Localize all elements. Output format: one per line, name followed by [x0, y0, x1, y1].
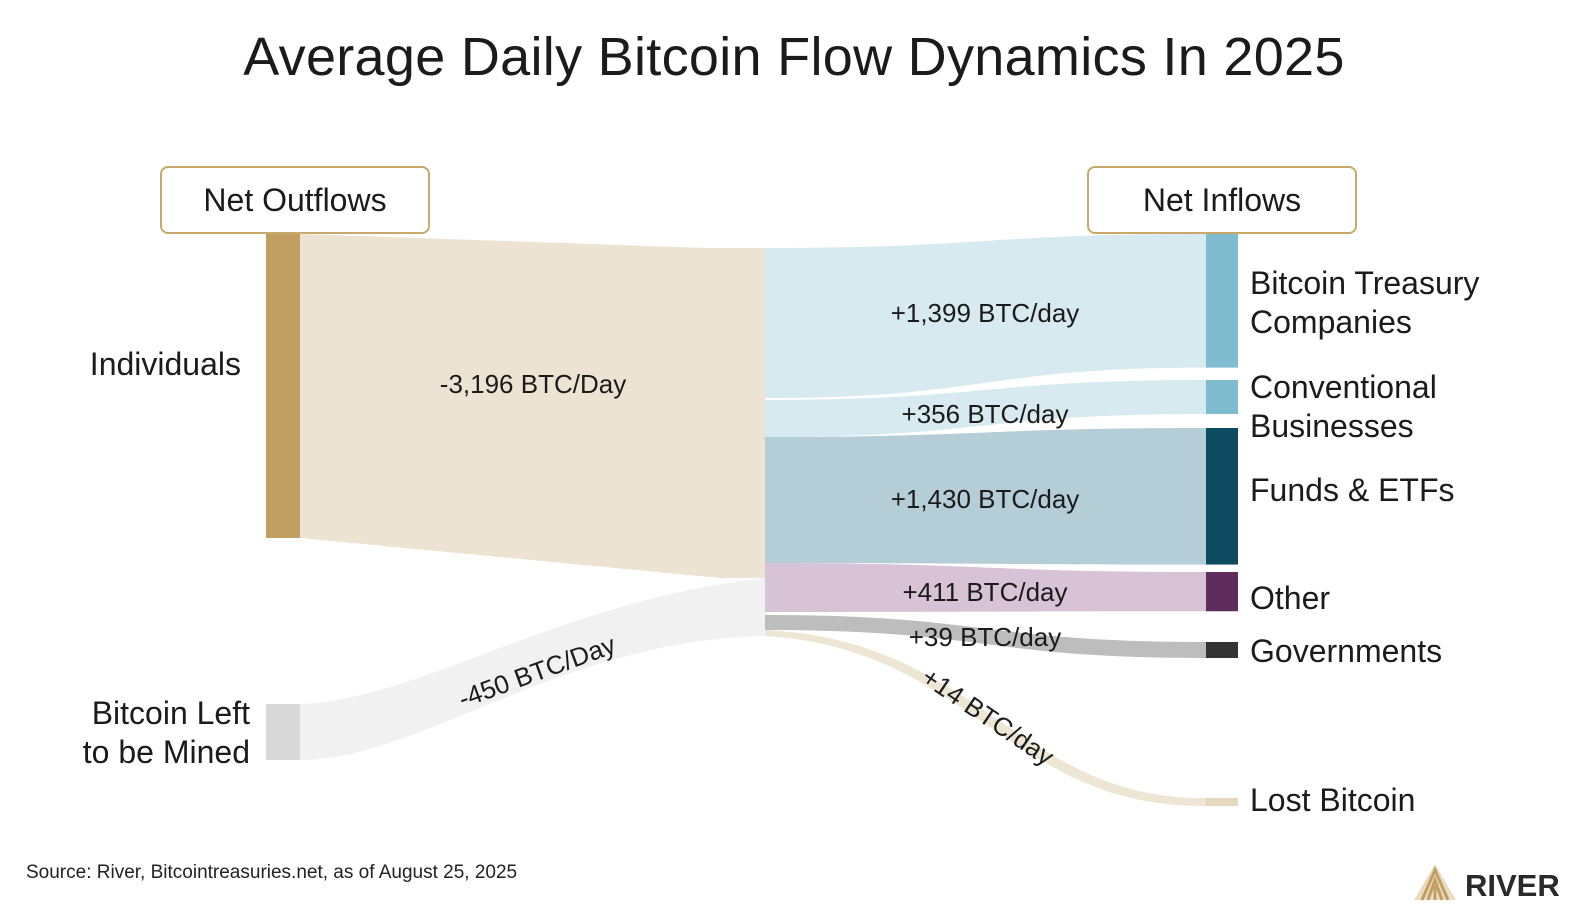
node-label-funds: Funds & ETFs	[1250, 472, 1455, 508]
node-label-lost-line: Lost Bitcoin	[1250, 782, 1415, 818]
node-label-other: Other	[1250, 580, 1330, 616]
river-logo: RIVER	[1414, 864, 1560, 903]
node-label-treasury-line: Companies	[1250, 304, 1412, 340]
flow-label-other: +411 BTC/day	[902, 577, 1067, 607]
individuals-flow-band	[300, 234, 765, 578]
node-label-lost: Lost Bitcoin	[1250, 782, 1415, 818]
node-label-individuals-line: Individuals	[90, 346, 241, 382]
chart-title: Average Daily Bitcoin Flow Dynamics In 2…	[243, 27, 1345, 87]
node-bar-funds	[1206, 428, 1238, 565]
source-note: Source: River, Bitcointreasuries.net, as…	[26, 862, 518, 883]
flow-label-funds: +1,430 BTC/day	[891, 484, 1080, 514]
node-label-individuals: Individuals	[90, 346, 241, 382]
node-bar-mined	[266, 704, 300, 760]
node-label-conventional-line: Businesses	[1250, 408, 1414, 444]
node-label-mined: Bitcoin Left to be Mined	[83, 695, 250, 770]
node-label-funds-line: Funds & ETFs	[1250, 472, 1455, 508]
node-label-conventional-line: Conventional	[1250, 369, 1437, 405]
node-label-conventional: Conventional Businesses	[1250, 369, 1437, 444]
node-label-governments: Governments	[1250, 633, 1442, 669]
node-bar-other	[1206, 572, 1238, 612]
mined-flow-band	[300, 578, 765, 760]
node-bar-treasury	[1206, 234, 1238, 368]
node-label-mined-line: to be Mined	[83, 734, 250, 770]
flow-band-funds	[765, 428, 1206, 565]
net-inflows-header: Net Inflows	[1087, 166, 1357, 234]
node-bar-conventional	[1206, 380, 1238, 414]
node-label-mined-line: Bitcoin Left	[92, 695, 250, 731]
node-bar-individuals	[266, 234, 300, 538]
river-mountain-icon	[1414, 864, 1456, 901]
flow-label-lost: +14 BTC/day	[916, 661, 1059, 771]
flow-label-conventional: +356 BTC/day	[902, 399, 1069, 429]
river-wordmark: RIVER	[1465, 868, 1560, 903]
node-label-treasury: Bitcoin Treasury Companies	[1250, 265, 1479, 340]
flow-band-lost	[765, 630, 1206, 807]
node-label-governments-line: Governments	[1250, 633, 1442, 669]
flow-band-governments	[765, 615, 1206, 658]
node-bar-governments	[1206, 642, 1238, 658]
node-label-other-line: Other	[1250, 580, 1330, 616]
flow-band-conventional	[765, 380, 1206, 437]
flow-label-treasury: +1,399 BTC/day	[891, 298, 1080, 328]
flow-band-other	[765, 563, 1206, 612]
net-outflows-header: Net Outflows	[160, 166, 430, 234]
node-label-treasury-line: Bitcoin Treasury	[1250, 265, 1479, 301]
node-bar-lost	[1206, 798, 1238, 806]
flow-band-treasury	[765, 234, 1206, 398]
flow-label-individuals: -3,196 BTC/Day	[440, 369, 626, 399]
flow-label-governments: +39 BTC/day	[909, 622, 1061, 652]
